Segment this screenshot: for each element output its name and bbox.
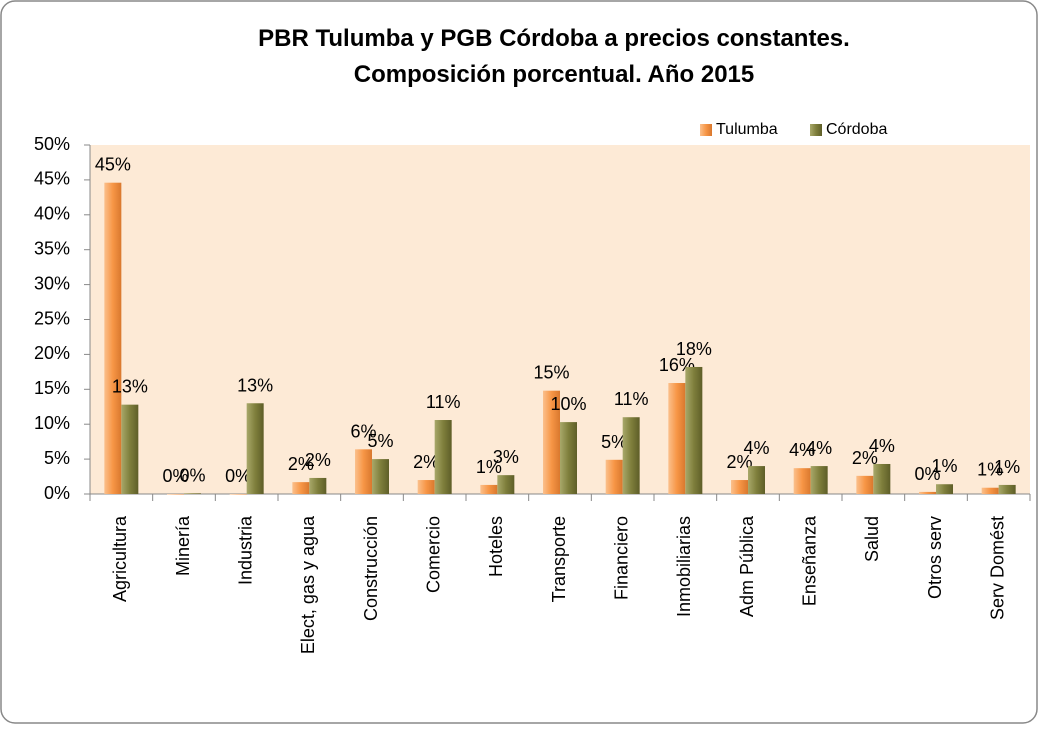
bar [167, 494, 184, 495]
data-label: 10% [550, 394, 586, 414]
x-tick-label: Enseñanza [799, 515, 819, 606]
data-label: 0% [914, 464, 940, 484]
chart-title: Composición porcentual. Año 2015 [354, 61, 755, 88]
bar [936, 484, 953, 494]
x-tick-label: Industria [235, 515, 255, 585]
bar [622, 417, 640, 494]
data-label: 0% [162, 466, 188, 486]
bar [685, 366, 703, 494]
legend-swatch [700, 124, 712, 136]
data-label: 13% [112, 377, 148, 397]
data-label: 2% [413, 452, 439, 472]
data-label: 5% [601, 432, 627, 452]
bar [184, 493, 201, 494]
x-tick-label: Salud [862, 516, 882, 562]
bar [605, 459, 623, 494]
bar [998, 484, 1016, 494]
y-tick-label: 25% [34, 308, 70, 328]
x-tick-label: Adm Pública [737, 515, 757, 617]
x-tick-label: Comercio [423, 516, 443, 593]
bar [560, 422, 577, 494]
bar [417, 480, 435, 494]
data-label: 2% [726, 452, 752, 472]
data-label: 2% [288, 454, 314, 474]
legend-label: Tulumba [716, 121, 778, 138]
bar [372, 459, 389, 494]
data-label: 1% [977, 460, 1003, 480]
chart-title: PBR Tulumba y PGB Córdoba a precios cons… [258, 25, 850, 52]
bar [543, 390, 560, 494]
x-tick-label: Hoteles [486, 516, 506, 577]
data-label: 0% [179, 465, 205, 485]
x-tick-label: Inmobiliarias [674, 516, 694, 617]
x-tick-label: Elect, gas y agua [298, 515, 318, 654]
bar [793, 468, 811, 494]
x-tick-label: Otros serv [925, 516, 945, 599]
x-tick-label: Transporte [549, 516, 569, 602]
data-label: 45% [95, 155, 131, 175]
data-label: 1% [476, 457, 502, 477]
data-label: 4% [869, 436, 895, 456]
y-tick-label: 20% [34, 343, 70, 363]
legend-swatch [810, 124, 822, 136]
data-label: 2% [852, 448, 878, 468]
legend-label: Córdoba [826, 121, 887, 138]
data-label: 6% [350, 421, 376, 441]
y-tick-label: 40% [34, 204, 70, 224]
data-label: 4% [806, 438, 832, 458]
bar [856, 475, 874, 494]
bar [480, 484, 498, 494]
data-label: 15% [533, 363, 569, 383]
x-tick-label: Minería [173, 515, 193, 576]
x-tick-label: Agricultura [110, 515, 130, 602]
bar [292, 482, 310, 494]
bar [748, 466, 765, 494]
data-label: 1% [931, 456, 957, 476]
bar [434, 420, 452, 494]
y-tick-label: 45% [34, 169, 70, 189]
y-tick-label: 35% [34, 238, 70, 258]
bar [355, 449, 372, 494]
bar [309, 477, 327, 494]
bar [121, 404, 139, 494]
bar [497, 475, 515, 494]
bar [873, 463, 891, 494]
bar [246, 403, 264, 494]
data-label: 5% [367, 431, 393, 451]
y-tick-label: 10% [34, 413, 70, 433]
data-label: 4% [789, 440, 815, 460]
data-label: 1% [994, 457, 1020, 477]
y-tick-label: 50% [34, 134, 70, 154]
y-tick-label: 5% [44, 448, 70, 468]
data-label: 4% [743, 438, 769, 458]
bar [731, 480, 748, 494]
data-label: 18% [676, 339, 712, 359]
bar [919, 491, 936, 494]
bar [104, 182, 122, 494]
data-label: 13% [237, 375, 273, 395]
data-label: 3% [493, 447, 519, 467]
y-tick-label: 30% [34, 273, 70, 293]
bar [229, 494, 247, 495]
x-tick-label: Financiero [611, 516, 631, 600]
data-label: 2% [305, 450, 331, 470]
data-label: 0% [225, 466, 251, 486]
y-tick-label: 15% [34, 378, 70, 398]
x-tick-label: Construcción [361, 516, 381, 621]
y-tick-label: 0% [44, 483, 70, 503]
x-tick-label: Serv Domést [987, 516, 1007, 620]
bar [668, 383, 686, 494]
bar [981, 487, 999, 494]
bar [810, 466, 828, 494]
data-label: 11% [426, 392, 461, 412]
data-label: 11% [614, 389, 649, 409]
